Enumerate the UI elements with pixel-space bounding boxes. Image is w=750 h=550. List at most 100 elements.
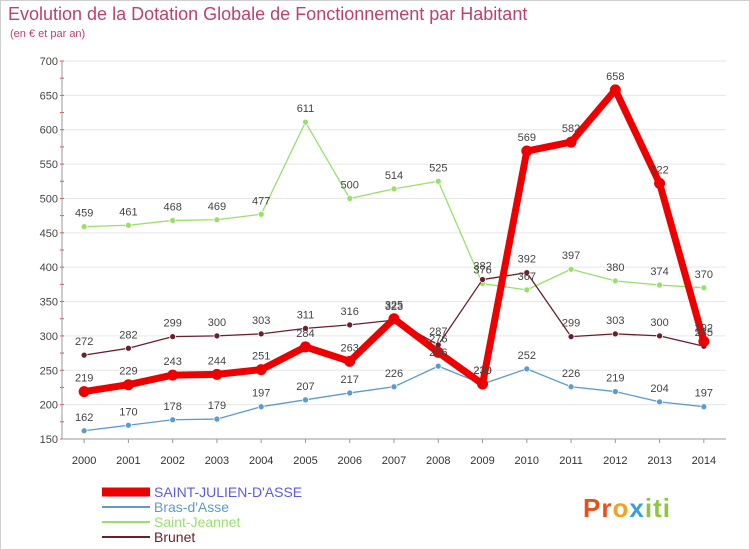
data-point: [346, 195, 354, 202]
x-tick-label: 2006: [337, 455, 361, 467]
x-tick-label: 2008: [426, 455, 450, 467]
data-label: 582: [562, 123, 580, 135]
data-point: [611, 330, 619, 338]
data-label: 323: [385, 301, 403, 313]
data-label: 226: [562, 368, 580, 380]
data-label: 197: [695, 388, 713, 400]
data-label: 514: [385, 170, 403, 182]
data-point: [523, 269, 531, 277]
proxiti-logo: Proxiti: [583, 493, 671, 524]
data-point: [477, 378, 489, 390]
data-point: [388, 313, 400, 325]
data-label: 219: [606, 373, 624, 385]
data-label: 292: [695, 322, 713, 334]
y-tick-label: 700: [40, 56, 58, 68]
data-point: [213, 415, 221, 423]
x-tick-label: 2011: [559, 455, 583, 467]
data-label: 477: [252, 195, 270, 207]
data-label: 217: [341, 374, 359, 386]
data-point: [122, 379, 134, 391]
data-point: [299, 341, 311, 353]
data-label: 303: [606, 315, 624, 327]
data-label: 300: [208, 317, 226, 329]
x-tick-label: 2004: [249, 455, 273, 467]
logo-letter: i: [644, 493, 654, 523]
data-point: [390, 383, 398, 391]
data-point: [567, 265, 575, 273]
x-tick-label: 2010: [515, 455, 539, 467]
data-label: 244: [208, 355, 226, 367]
y-tick-label: 250: [40, 365, 58, 377]
data-point: [80, 223, 88, 230]
data-point: [521, 145, 533, 157]
data-label: 204: [650, 383, 668, 395]
data-point: [567, 333, 575, 340]
data-label: 658: [606, 71, 624, 83]
data-label: 311: [297, 309, 315, 321]
y-tick-label: 600: [40, 125, 58, 137]
data-label: 251: [252, 351, 270, 363]
data-label: 500: [341, 179, 359, 191]
legend-label: Bras-d'Asse: [154, 499, 229, 515]
legend-label: Saint-Jeannet: [154, 514, 241, 530]
chart-title: Evolution de la Dotation Globale de Fonc…: [8, 4, 528, 24]
legend-label: SAINT-JULIEN-D'ASSE: [154, 484, 302, 500]
data-label: 380: [606, 262, 624, 274]
data-point: [211, 368, 223, 380]
data-label: 300: [650, 317, 668, 329]
x-tick-label: 2013: [647, 455, 671, 467]
y-tick-label: 550: [40, 159, 58, 171]
data-label: 325: [385, 300, 403, 312]
data-point: [255, 364, 267, 376]
y-tick-label: 200: [40, 400, 58, 412]
x-tick-label: 2005: [293, 455, 317, 467]
data-label: 525: [429, 162, 447, 174]
data-point: [257, 403, 265, 411]
data-label: 285: [695, 327, 713, 339]
data-label: 299: [163, 318, 181, 330]
data-label: 170: [119, 406, 137, 418]
logo-letter: t: [653, 493, 663, 523]
x-tick-label: 2003: [205, 455, 229, 467]
data-point: [565, 136, 577, 148]
data-point: [78, 386, 90, 398]
data-point: [302, 396, 309, 404]
data-label: 197: [252, 388, 270, 400]
data-point: [700, 284, 708, 292]
data-point: [213, 332, 221, 340]
data-label: 397: [562, 250, 580, 262]
data-label: 219: [75, 373, 93, 385]
data-point: [523, 365, 531, 373]
x-tick-label: 2009: [470, 455, 494, 467]
x-tick-label: 2014: [692, 455, 716, 467]
data-point: [257, 210, 265, 218]
data-point: [169, 333, 177, 340]
data-point: [346, 321, 354, 329]
y-tick-label: 500: [40, 193, 58, 205]
data-label: 252: [518, 350, 536, 362]
series-line: [80, 86, 708, 396]
data-point: [302, 324, 309, 332]
data-label: 207: [296, 381, 314, 393]
data-point: [656, 398, 663, 406]
logo-letter: P: [583, 493, 602, 523]
data-point: [346, 389, 354, 397]
data-label: 367: [518, 271, 536, 283]
chart-subtitle: (en € et par an): [10, 28, 86, 40]
data-point: [169, 416, 177, 424]
x-tick-label: 2000: [72, 455, 96, 467]
data-point: [479, 276, 486, 283]
data-point: [80, 351, 88, 359]
data-label: 461: [119, 206, 137, 218]
data-label: 374: [650, 266, 668, 278]
data-label: 316: [341, 306, 359, 318]
logo-letter: r: [601, 493, 613, 523]
data-label: 459: [75, 208, 93, 220]
y-tick-label: 150: [40, 434, 58, 446]
logo-letter: i: [662, 493, 671, 523]
data-label: 229: [119, 366, 137, 378]
data-label: 263: [341, 342, 359, 354]
data-point: [80, 427, 88, 435]
